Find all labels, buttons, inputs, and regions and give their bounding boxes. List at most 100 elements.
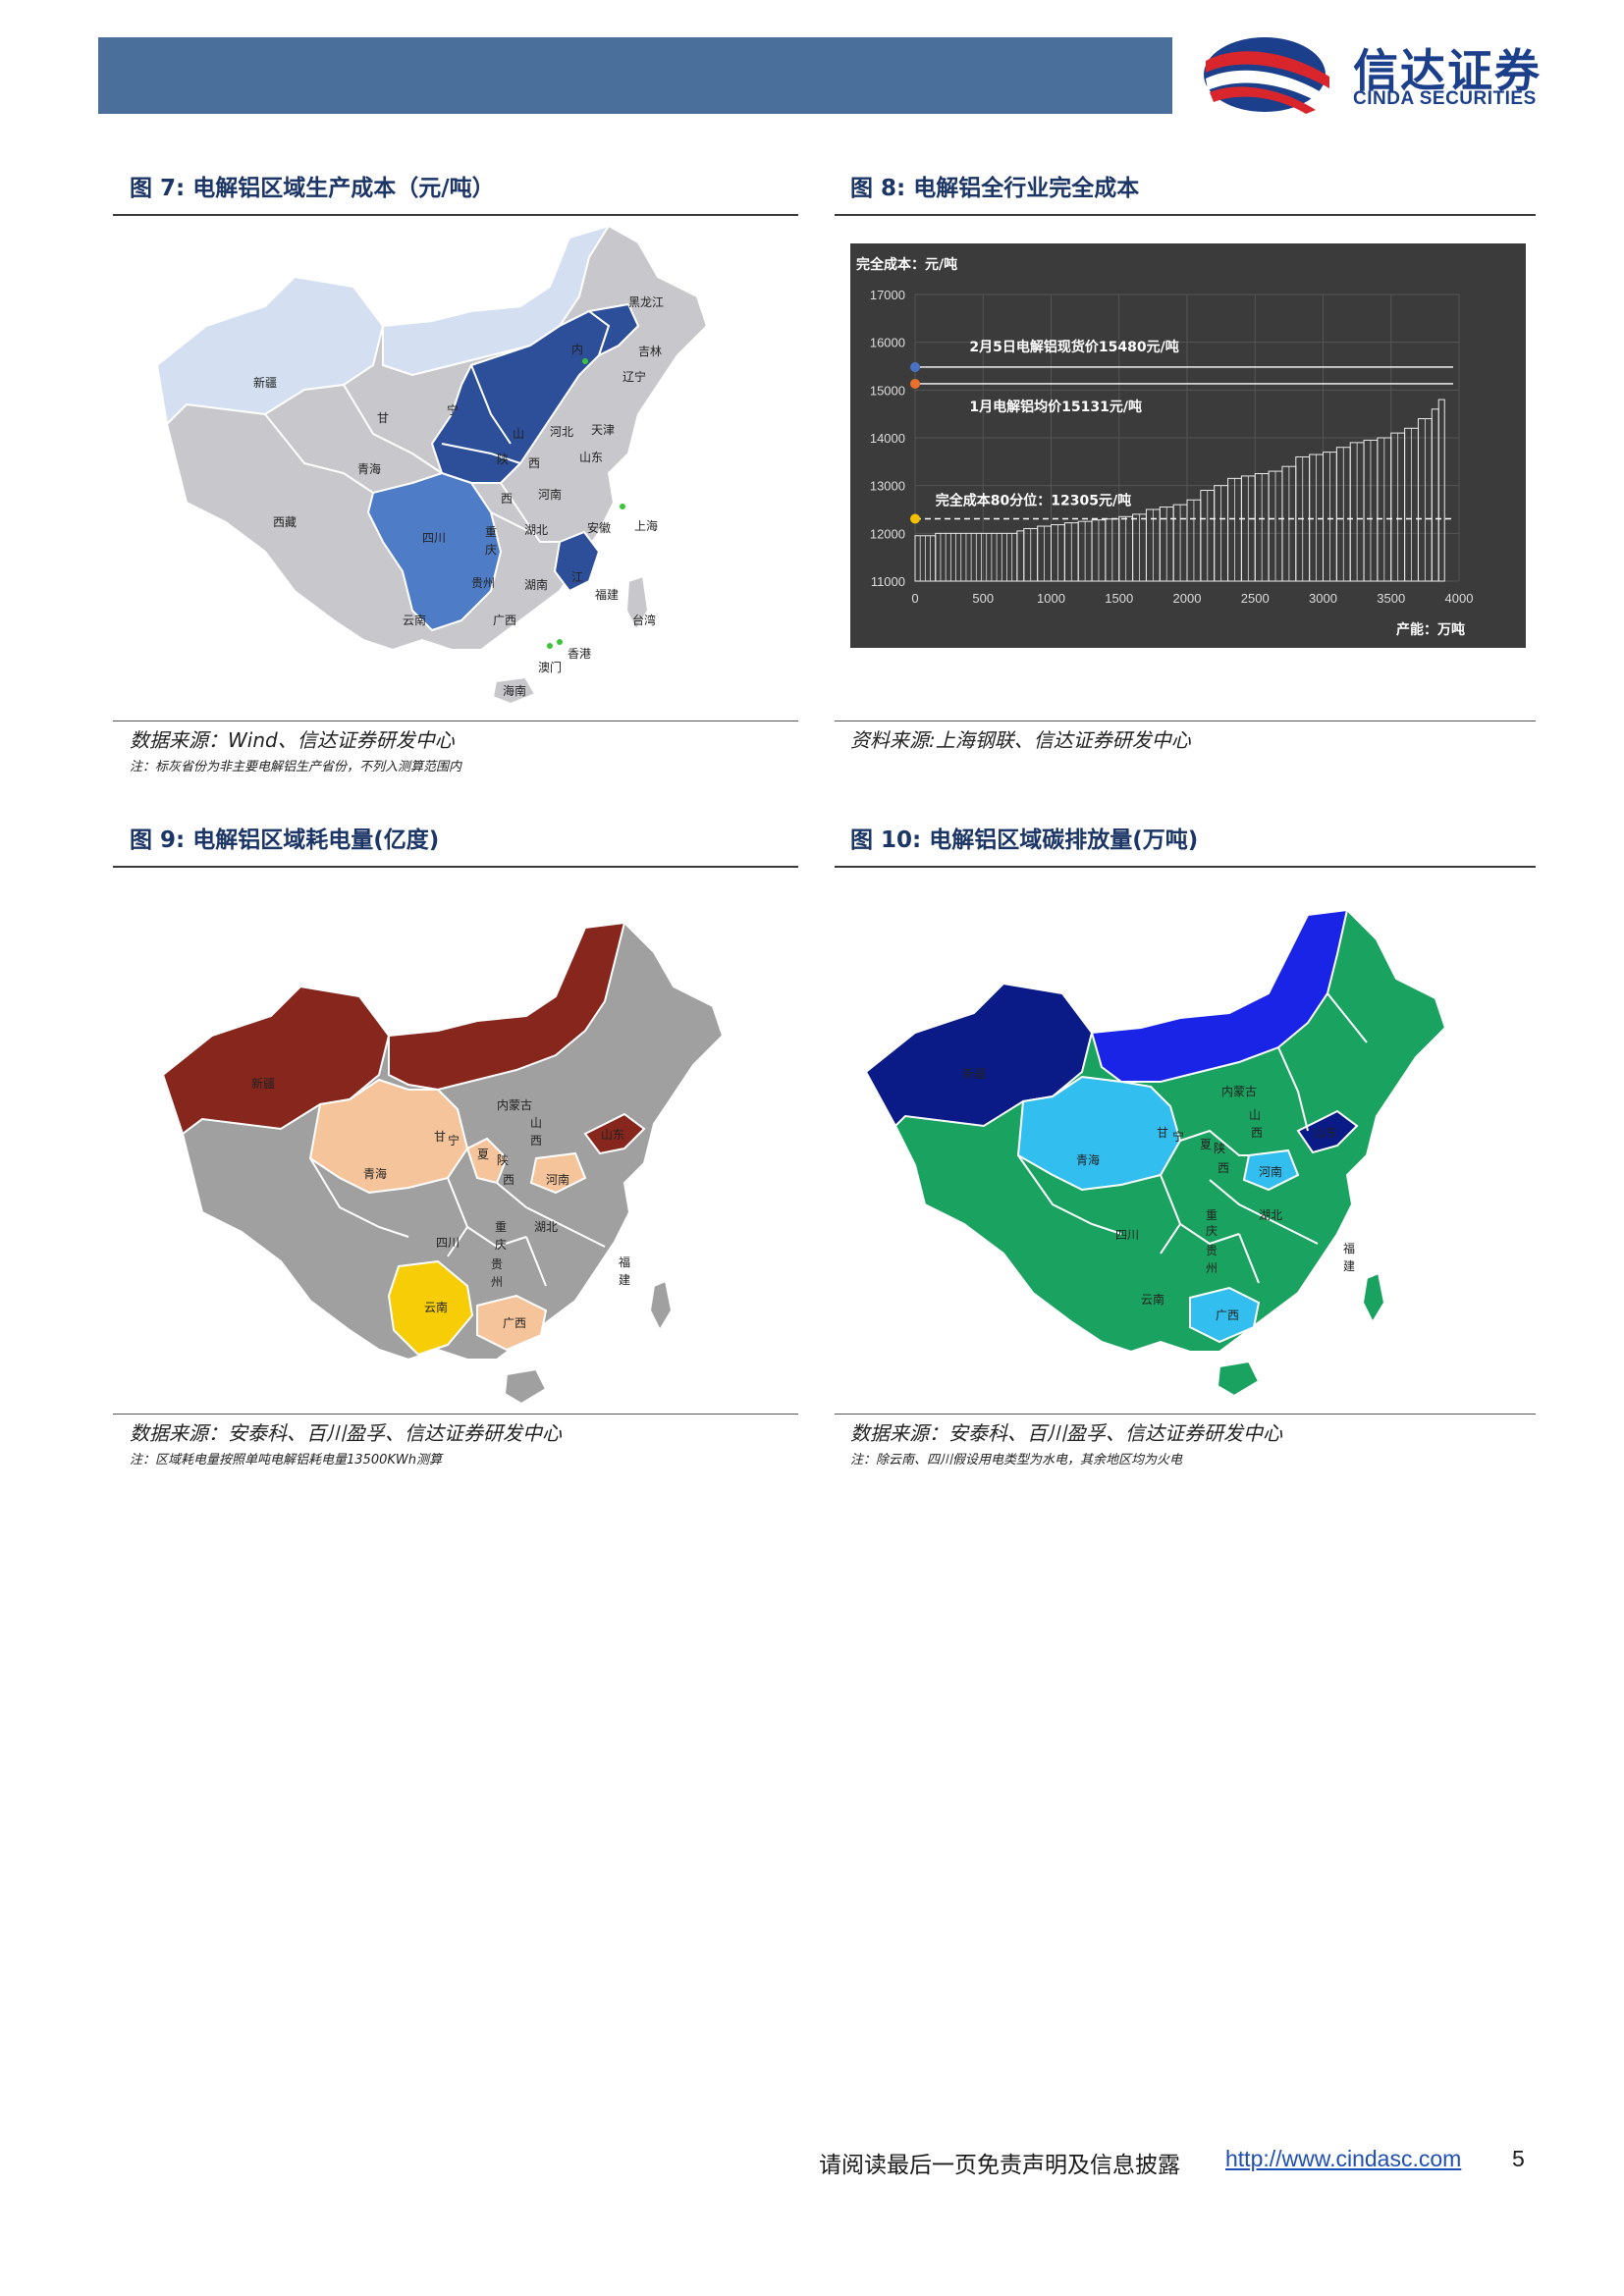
fig7-title: 图 7: 电解铝区域生产成本（元/吨）: [130, 176, 495, 201]
fig7-label-shanghai: 上海: [634, 518, 658, 533]
fig8-ytick-label: 13000: [870, 479, 905, 494]
fig10-label-gan: 甘: [1157, 1126, 1168, 1140]
fig10-label-fu: 福: [1343, 1241, 1355, 1255]
fig9-label-jian: 建: [619, 1273, 630, 1287]
fig9-label-guangxi: 广西: [503, 1316, 526, 1330]
fig7-label-heilongjiang: 黑龙江: [628, 295, 664, 309]
fig7-note: 注：标灰省份为非主要电解铝生产省份，不列入测算范围内: [130, 760, 462, 774]
fig7-label-henan: 河南: [538, 487, 562, 502]
fig8-xtick-label: 4000: [1445, 591, 1474, 606]
fig9-label-sichuan: 四川: [436, 1236, 460, 1250]
fig10-label-zhou: 州: [1206, 1261, 1218, 1275]
fig7-label-shan: 山: [513, 427, 524, 441]
fig10-label-henan: 河南: [1259, 1164, 1282, 1179]
fig10-label-neimenggu: 内蒙古: [1221, 1084, 1257, 1098]
fig9-label-xi-2: 西: [503, 1173, 514, 1187]
fig9-label-yunnan: 云南: [424, 1300, 448, 1314]
fig9-label-shandong: 山东: [601, 1128, 624, 1142]
fig7-label-qing: 庆: [485, 543, 497, 557]
fig10-label-shan: 山: [1249, 1108, 1261, 1122]
fig7-label-aomen: 澳门: [538, 660, 562, 674]
fig9-map: 新疆 内蒙古 甘 宁 夏 青海 山 西 陕 西 河南 山东 四川 重 庆 湖北 …: [161, 921, 725, 1406]
fig8-xtick-label: 0: [911, 591, 918, 606]
fig9-label-chong: 重: [495, 1220, 507, 1234]
fig9-label-shan: 山: [530, 1116, 542, 1130]
fig8-top-rule: [835, 214, 1536, 216]
fig7-label-nei: 内: [571, 343, 583, 356]
fig10-label-hubei: 湖北: [1259, 1207, 1282, 1222]
fig9-top-rule: [113, 866, 798, 868]
fig10-label-shaan: 陕: [1214, 1141, 1225, 1155]
fig7-label-shandong: 山东: [579, 451, 603, 464]
fig7-label-chong: 重: [485, 525, 497, 539]
fig9-label-xinjiang: 新疆: [251, 1076, 275, 1091]
fig8-cost-step: [1437, 399, 1445, 582]
fig8-reference-label: 2月5日电解铝现货价15480元/吨: [969, 339, 1178, 355]
fig7-label-guizhou: 贵州: [471, 576, 495, 590]
fig9-title: 图 9: 电解铝区域耗电量(亿度): [130, 828, 440, 853]
fig7-label-sichuan: 四川: [422, 531, 446, 545]
fig10-bottom-rule: [835, 1414, 1536, 1415]
fig9-label-fu: 福: [619, 1255, 630, 1269]
fig8-ytick-label: 17000: [870, 288, 905, 302]
fig7-label-hebei: 河北: [550, 425, 573, 439]
fig8-xtick-label: 1000: [1037, 591, 1065, 606]
fig7-source: 数据来源：Wind、信达证券研发中心: [130, 728, 455, 752]
fig8-reference-marker: [910, 361, 920, 372]
fig8-xtick-label: 2500: [1241, 591, 1270, 606]
fig7-label-xi-1: 西: [528, 456, 540, 470]
fig9-label-xi-1: 西: [530, 1134, 542, 1148]
footer-website-link[interactable]: http://www.cindasc.com: [1225, 2146, 1462, 2171]
fig9-label-qing: 庆: [495, 1238, 507, 1252]
fig8-ytick-label: 15000: [870, 383, 905, 398]
fig8-reference-marker: [910, 513, 920, 524]
fig7-top-rule: [113, 214, 798, 216]
fig10-map: 新疆 内蒙古 甘 宁 夏 青海 山 西 陕 西 河南 山东 四川 重 庆 湖北 …: [864, 908, 1447, 1398]
fig9-label-henan: 河南: [546, 1172, 569, 1187]
fig8-xtick-label: 2000: [1173, 591, 1202, 606]
fig10-top-rule: [835, 866, 1536, 868]
fig7-label-ning: 宁: [447, 402, 459, 417]
fig10-label-jian: 建: [1343, 1259, 1355, 1273]
fig7-label-xi-2: 西: [501, 492, 513, 506]
fig10-note: 注：除云南、四川假设用电类型为水电，其余地区均为火电: [850, 1453, 1183, 1468]
fig8-ylabel: 完全成本：元/吨: [856, 256, 957, 273]
fig7-label-xianggang: 香港: [568, 647, 591, 661]
fig10-label-xia: 夏: [1200, 1138, 1212, 1151]
fig10-label-shandong: 山东: [1314, 1126, 1337, 1140]
fig7-label-gan: 甘: [377, 411, 389, 425]
fig8-ytick-label: 16000: [870, 336, 905, 350]
fig8-reference-label: 完全成本80分位：12305元/吨: [936, 492, 1131, 508]
fig8-cost-step: [1016, 530, 1025, 582]
fig7-label-taiwan: 台湾: [632, 613, 656, 627]
fig9-label-shaan: 陕: [497, 1152, 509, 1167]
fig9-label-neimenggu: 内蒙古: [497, 1097, 532, 1112]
fig9-label-xia: 夏: [477, 1148, 489, 1161]
fig8-title: 图 8: 电解铝全行业完全成本: [850, 176, 1140, 201]
fig7-label-shaan: 陕: [497, 452, 509, 466]
fig10-label-qinghai: 青海: [1076, 1152, 1100, 1167]
fig9-label-ning: 宁: [448, 1133, 460, 1148]
fig7-label-hainan: 海南: [503, 683, 526, 698]
fig9-note: 注：区域耗电量按照单吨电解铝耗电量13500KWh测算: [130, 1453, 442, 1468]
fig7-map: 新疆 青海 西藏 甘 宁 内 黑龙江 吉林 辽宁 天津 山 西 陕 河北 山东 …: [155, 224, 709, 706]
fig8-cost-step: [1431, 408, 1439, 582]
fig8-ytick-label: 14000: [870, 431, 905, 446]
page-number: 5: [1512, 2146, 1525, 2171]
fig10-label-xi-2: 西: [1218, 1161, 1229, 1175]
fig7-label-xinjiang: 新疆: [253, 375, 277, 390]
fig9-label-qinghai: 青海: [363, 1166, 387, 1181]
fig8-reference-marker: [910, 378, 920, 389]
fig8-xtick-label: 3000: [1309, 591, 1337, 606]
fig8-ytick-label: 11000: [871, 574, 905, 589]
logo-chinese-name: 信达证券: [1353, 44, 1542, 97]
fig8-xlabel: 产能：万吨: [1396, 621, 1465, 638]
fig9-label-zhou: 州: [491, 1275, 503, 1289]
fig10-label-qing: 庆: [1206, 1224, 1218, 1238]
fig7-label-jilin: 吉林: [638, 345, 662, 358]
fig8-xtick-label: 3500: [1377, 591, 1405, 606]
fig9-label-gan: 甘: [434, 1130, 446, 1144]
fig10-label-ning: 宁: [1172, 1129, 1184, 1144]
fig8-xtick-label: 1500: [1105, 591, 1133, 606]
fig10-source: 数据来源：安泰科、百川盈孚、信达证券研发中心: [850, 1421, 1282, 1445]
